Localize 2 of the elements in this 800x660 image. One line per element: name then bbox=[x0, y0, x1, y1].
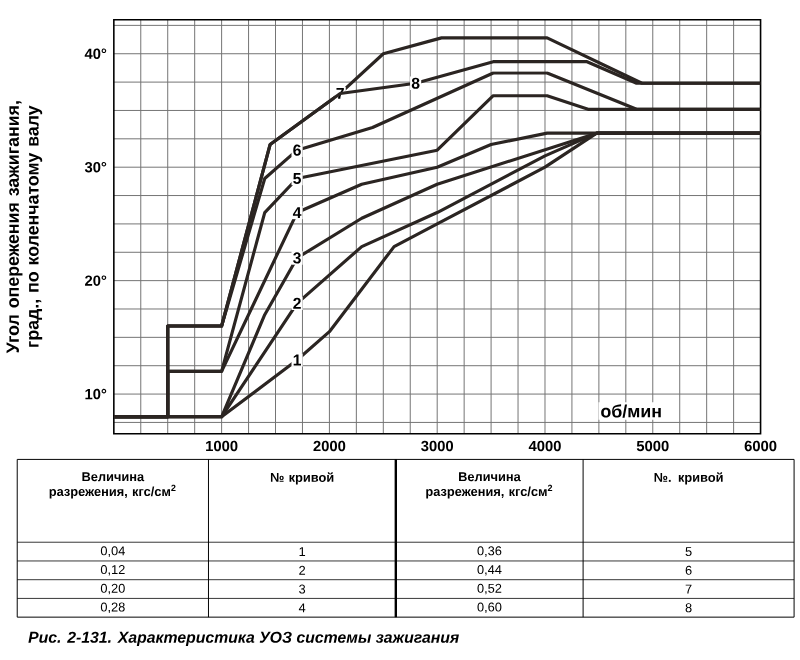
x-axis-title: об/мин bbox=[601, 404, 661, 418]
y-axis-title: Угол опережения зажигания, град., по коленчатому валу bbox=[6, 101, 43, 354]
